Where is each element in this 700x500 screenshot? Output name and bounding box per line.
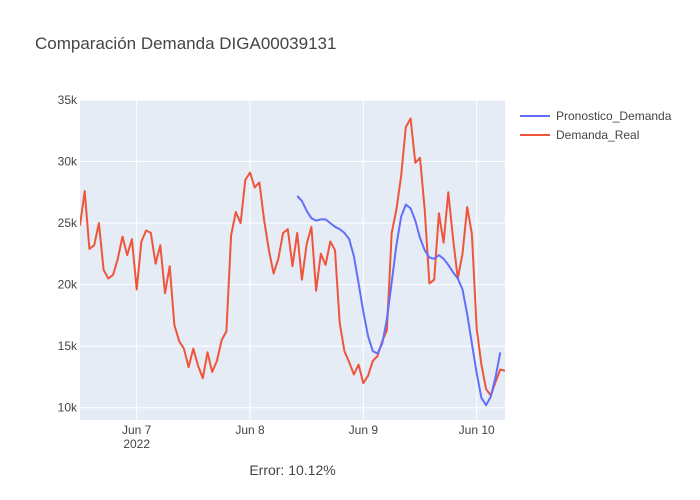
x-tick-label: Jun 7 [122,423,152,437]
series-line-forecast [296,195,502,407]
y-tick-label: 10k [58,401,78,415]
series-line-actual [80,117,505,397]
y-tick-label: 20k [58,278,78,292]
legend-swatch-actual [520,133,550,136]
y-tick-label: 30k [58,155,78,169]
x-tick-label: Jun 8 [235,423,265,437]
y-tick-label: 15k [58,339,78,353]
chart-title: Comparación Demanda DIGA00039131 [35,34,337,53]
x-tick-label: Jun 9 [349,423,379,437]
y-tick-label: 35k [58,93,78,107]
y-tick-label: 25k [58,216,78,230]
legend-item-forecast[interactable]: Pronostico_Demanda [520,106,671,125]
legend[interactable]: Pronostico_Demanda Demanda_Real [520,106,671,144]
legend-item-actual[interactable]: Demanda_Real [520,125,671,144]
x-tick-year-label: 2022 [123,437,150,451]
legend-label-forecast: Pronostico_Demanda [556,108,672,123]
error-annotation: Error: 10.12% [249,462,336,478]
legend-swatch-forecast [520,114,550,117]
x-tick-label: Jun 10 [459,423,495,437]
legend-label-actual: Demanda_Real [556,127,640,142]
